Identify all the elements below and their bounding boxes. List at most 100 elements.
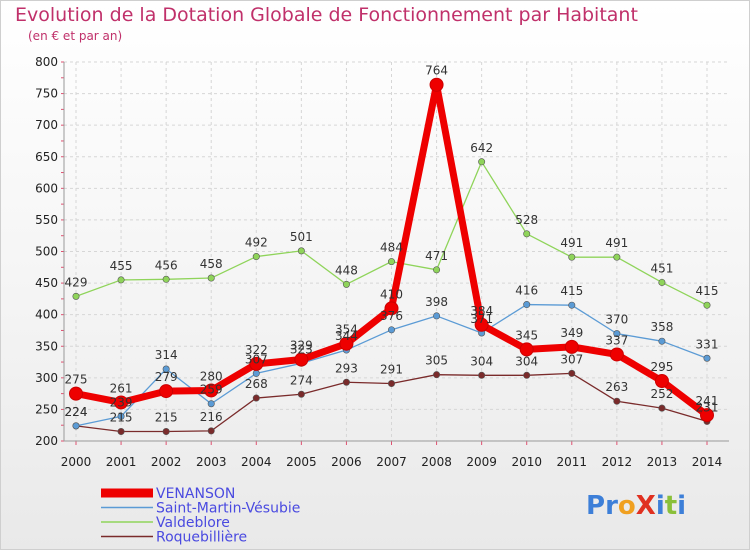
series-2-point	[658, 337, 666, 345]
series-4-point	[568, 369, 576, 377]
x-tick-label: 2013	[647, 455, 678, 469]
data-labels: 275 261 279 280 322 329 354 410 764 384 345 349 337 2…	[65, 64, 719, 425]
data-label: 349	[560, 326, 583, 340]
series-3-point	[613, 253, 621, 261]
data-label: 323	[290, 342, 313, 356]
series-3-point	[207, 274, 215, 282]
series-2-point	[117, 412, 125, 420]
series-4-point	[658, 404, 666, 412]
data-label: 231	[696, 400, 719, 414]
data-label: 307	[560, 352, 583, 366]
logo-letter: t	[664, 491, 678, 521]
series-3-point	[117, 276, 125, 284]
data-label: 252	[650, 387, 673, 401]
y-tick-label: 200	[35, 434, 58, 448]
series-3-point	[252, 253, 260, 261]
data-label: 451	[650, 261, 673, 275]
series-2-point	[387, 326, 395, 334]
logo-letter: X	[635, 491, 656, 521]
data-label: 274	[290, 373, 313, 387]
y-tick-label: 750	[35, 87, 58, 101]
series-1-point	[474, 317, 489, 332]
series-2-point	[162, 365, 170, 373]
data-label: 307	[245, 352, 268, 366]
series-4-point	[433, 371, 441, 379]
data-label: 314	[155, 348, 178, 362]
data-label: 280	[200, 369, 223, 383]
series-2-point	[433, 312, 441, 320]
series-1-point	[294, 352, 309, 367]
data-label: 345	[515, 328, 538, 342]
data-label: 239	[110, 395, 133, 409]
data-label: 305	[425, 354, 448, 368]
y-tick-label: 550	[35, 213, 58, 227]
series-2-point	[72, 422, 80, 430]
x-tick-label: 2010	[511, 455, 542, 469]
data-label: 415	[696, 284, 719, 298]
series-4-point	[523, 371, 531, 379]
data-label: 358	[650, 320, 673, 334]
series-1-point	[204, 383, 219, 398]
data-label: 416	[515, 284, 538, 298]
x-tick-label: 2004	[241, 455, 272, 469]
data-label: 642	[470, 141, 493, 155]
legend: VENANSONSaint-Martin-VésubieValdebloreRo…	[101, 486, 300, 546]
series-4-point	[252, 394, 260, 402]
data-label: 384	[470, 304, 493, 318]
data-label: 291	[380, 363, 403, 377]
data-label: 471	[425, 249, 448, 263]
series-1-point	[429, 77, 444, 92]
data-label: 241	[696, 394, 719, 408]
data-label: 410	[380, 287, 403, 301]
data-label: 329	[290, 339, 313, 353]
data-label: 354	[335, 323, 358, 337]
data-label: 215	[155, 411, 178, 425]
series-4-point	[478, 371, 486, 379]
legend-label: VENANSON	[156, 486, 235, 502]
y-tick-label: 700	[35, 118, 58, 132]
y-tick-label: 650	[35, 150, 58, 164]
series-1-point	[654, 373, 669, 388]
series-4-point	[207, 427, 215, 435]
proxiti-logo: ProXiti	[586, 491, 686, 521]
x-tick-label: 2012	[602, 455, 633, 469]
chart-subtitle: (en € et par an)	[28, 29, 123, 43]
x-tick-label: 2001	[106, 455, 137, 469]
x-tick-label: 2000	[61, 455, 92, 469]
data-label: 376	[380, 309, 403, 323]
logo-letter: r	[605, 491, 618, 521]
x-tick-label: 2014	[692, 455, 723, 469]
data-label: 501	[290, 230, 313, 244]
data-label: 456	[155, 258, 178, 272]
series-2-point	[613, 330, 621, 338]
logo-letter: i	[677, 491, 687, 521]
series-1-point	[384, 301, 399, 316]
series-2-point	[252, 369, 260, 377]
series-3-point	[523, 230, 531, 238]
x-tick-label: 2008	[421, 455, 452, 469]
series-1-point	[339, 336, 354, 351]
series-3-point	[72, 292, 80, 300]
legend-label: Roquebillière	[156, 530, 247, 546]
data-label: 491	[605, 236, 628, 250]
data-label: 429	[65, 275, 88, 289]
legend-label: Saint-Martin-Vésubie	[156, 501, 300, 517]
data-label: 331	[696, 337, 719, 351]
data-label: 293	[335, 361, 358, 375]
series-4-point	[387, 380, 395, 388]
data-label: 322	[245, 343, 268, 357]
series-4-point	[342, 378, 350, 386]
x-tick-label: 2002	[151, 455, 182, 469]
data-label: 337	[605, 333, 628, 347]
y-tick-label: 600	[35, 181, 58, 195]
series-3-point	[433, 266, 441, 274]
y-tick-label: 250	[35, 402, 58, 416]
data-label: 458	[200, 257, 223, 271]
x-tick-label: 2003	[196, 455, 227, 469]
series-3-point	[703, 301, 711, 309]
series-2-point	[523, 301, 531, 309]
data-label: 279	[155, 370, 178, 384]
series-1-point	[700, 408, 714, 423]
